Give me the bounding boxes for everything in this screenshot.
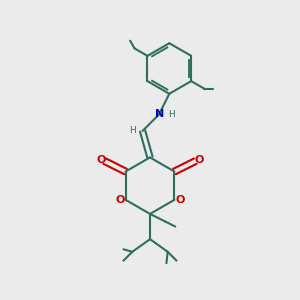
Text: H: H (168, 110, 175, 119)
Text: O: O (97, 155, 106, 165)
Text: N: N (155, 109, 164, 119)
Text: O: O (175, 195, 184, 205)
Text: O: O (116, 195, 125, 205)
Text: H: H (129, 126, 136, 135)
Text: O: O (194, 155, 203, 165)
